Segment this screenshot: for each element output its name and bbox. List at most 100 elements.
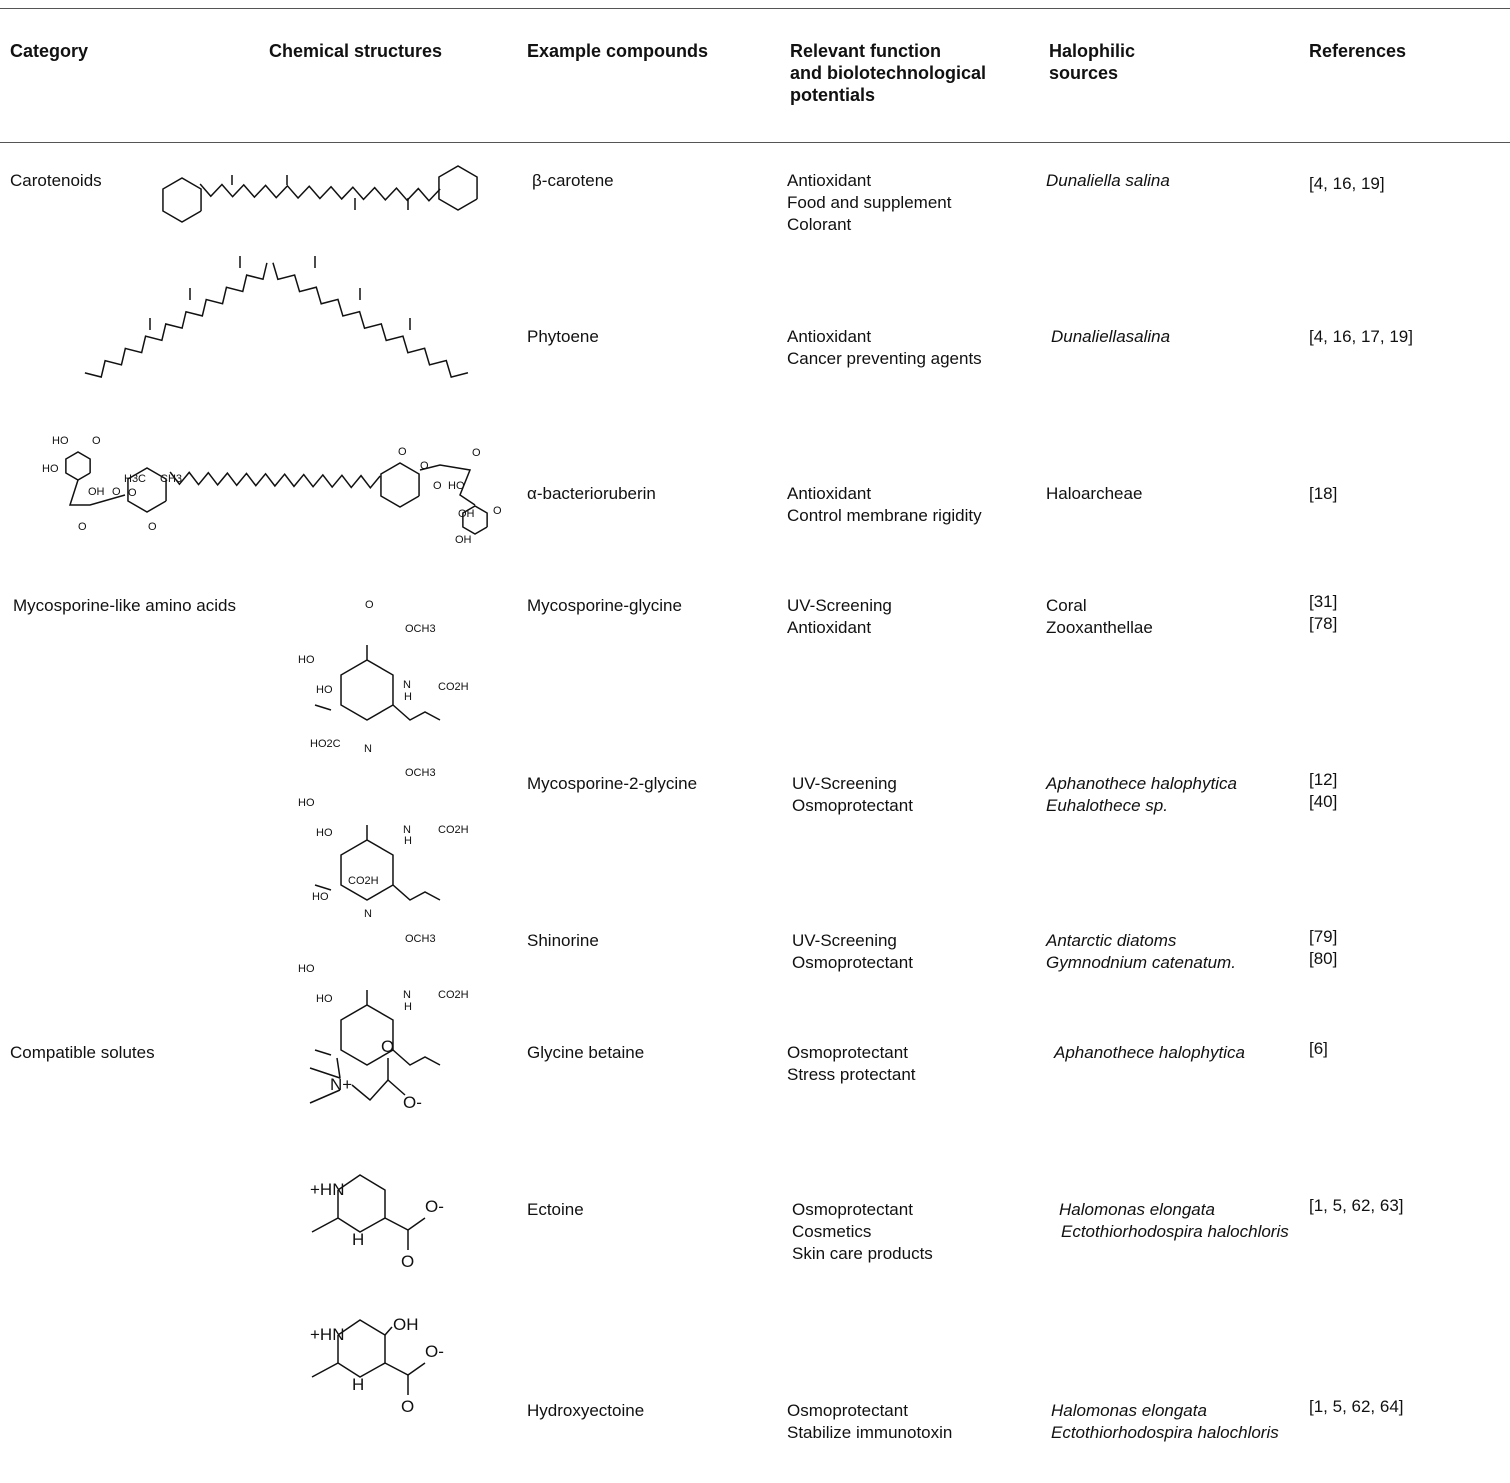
header-references: References [1309, 41, 1407, 61]
atom-label: OH [455, 534, 472, 546]
row-source: Euhalothece sp. [1046, 796, 1168, 815]
row-reference: [31] [1309, 592, 1338, 611]
row-source: Dunaliella salina [1046, 171, 1170, 190]
atom-label: O [420, 460, 429, 472]
atom-label: CO2H [348, 875, 379, 887]
atom-label: HO [298, 654, 315, 666]
row-source: Ectothiorhodospira halochloris [1051, 1423, 1279, 1442]
atom-label: O [433, 480, 442, 492]
atom-label: O [112, 486, 121, 498]
row-reference: [79] [1309, 927, 1338, 946]
polyene-chain [199, 183, 441, 202]
row-source: Coral [1046, 596, 1087, 615]
header-structures: Chemical structures [269, 41, 443, 61]
source-genus: Euhalothece [1046, 796, 1141, 815]
carboxylate [384, 1217, 426, 1231]
atom-label: HO [52, 435, 69, 447]
bond [314, 884, 332, 891]
pyrimidine-ring [337, 1319, 386, 1378]
atom-label: OH [393, 1315, 419, 1334]
atom-label: CO2H [438, 681, 469, 693]
methyl [336, 1057, 341, 1079]
furanone-ring [462, 505, 488, 535]
bond [351, 1078, 406, 1102]
atom-label: H [404, 1001, 412, 1013]
header-sources-line: Halophilic [1049, 41, 1136, 61]
atom-label: O [401, 1252, 414, 1271]
row-function: UV-Screening [792, 931, 897, 950]
atom-label: CH3 [160, 473, 182, 485]
row-reference: [6] [1309, 1039, 1328, 1058]
header-compounds: Example compounds [527, 41, 709, 61]
atom-label: O- [425, 1342, 444, 1361]
atom-label: HO [312, 891, 329, 903]
polyene-chain [169, 471, 381, 490]
atom-label: CO2H [438, 989, 469, 1001]
header-function-line: and biolotechnological [790, 63, 987, 83]
row-category: Compatible solutes [10, 1043, 155, 1062]
row-source: Dunaliellasalina [1051, 327, 1171, 346]
row-source: Gymnodnium catenatum. [1046, 953, 1236, 972]
row-source: Aphanothece halophytica [1054, 1043, 1245, 1062]
ring [380, 462, 420, 508]
bond [314, 704, 332, 711]
atom-label: O [365, 599, 374, 611]
atom-label: O [493, 505, 502, 517]
atom-label: OCH3 [405, 933, 436, 945]
row-function: Antioxidant [787, 327, 872, 346]
top-rule [0, 8, 1510, 9]
atom-label: O [148, 521, 157, 533]
cyclohexene-ring [340, 659, 394, 721]
atom-label: H [352, 1230, 364, 1249]
atom-label: HO [448, 480, 465, 492]
row-reference: [18] [1309, 484, 1338, 503]
polyene-chain [272, 262, 469, 379]
row-category: Mycosporine-like amino acids [13, 596, 236, 615]
row-source: Ectothiorhodospira halochloris [1061, 1222, 1289, 1241]
methyl [309, 1067, 341, 1079]
atom-label: +HN [310, 1180, 344, 1199]
row-function: Osmoprotectant [787, 1043, 908, 1062]
atom-label: O- [403, 1093, 422, 1112]
row-source: Antarctic diatoms [1046, 931, 1177, 950]
methyl [311, 1362, 339, 1378]
atom-label: O [381, 1037, 394, 1056]
row-compound: Ectoine [527, 1200, 584, 1219]
row-compound: Glycine betaine [527, 1043, 645, 1062]
atom-label: O [401, 1397, 414, 1416]
row-reference: [4, 16, 19] [1309, 174, 1385, 193]
polyene-chain [84, 262, 268, 378]
cyclohexene-ring [340, 1004, 394, 1066]
header-category: Category [10, 41, 89, 61]
row-function: UV-Screening [792, 774, 897, 793]
atom-label: O [472, 447, 481, 459]
bond [392, 704, 441, 721]
atom-label: O [128, 487, 137, 499]
atom-label: N [403, 679, 411, 691]
atom-label: N [364, 908, 372, 920]
bond [384, 1326, 393, 1336]
atom-label: H3C [124, 473, 146, 485]
row-reference: [80] [1309, 949, 1338, 968]
atom-label: HO [298, 963, 315, 975]
row-category: Carotenoids [10, 171, 102, 190]
row-function: Antioxidant [787, 171, 872, 190]
header-function-line: potentials [790, 85, 876, 105]
bond [392, 1049, 441, 1066]
atom-label: OCH3 [405, 623, 436, 635]
row-source: Zooxanthellae [1046, 618, 1153, 637]
row-function: Osmoprotectant [787, 1401, 908, 1420]
row-compound: Hydroxyectoine [527, 1401, 645, 1420]
atom-label: OCH3 [405, 767, 436, 779]
row-function: Colorant [787, 215, 852, 234]
furanone-ring [65, 451, 91, 481]
row-compound: Phytoene [527, 327, 599, 346]
row-function: Cosmetics [792, 1222, 872, 1241]
row-function: Osmoprotectant [792, 1200, 913, 1219]
atom-label: H [404, 691, 412, 703]
row-source: Aphanothece halophytica [1046, 774, 1237, 793]
beta-ionone-ring [162, 177, 202, 223]
atom-label: OH [88, 486, 105, 498]
atom-label: +HN [310, 1325, 344, 1344]
row-function: Osmoprotectant [792, 953, 913, 972]
